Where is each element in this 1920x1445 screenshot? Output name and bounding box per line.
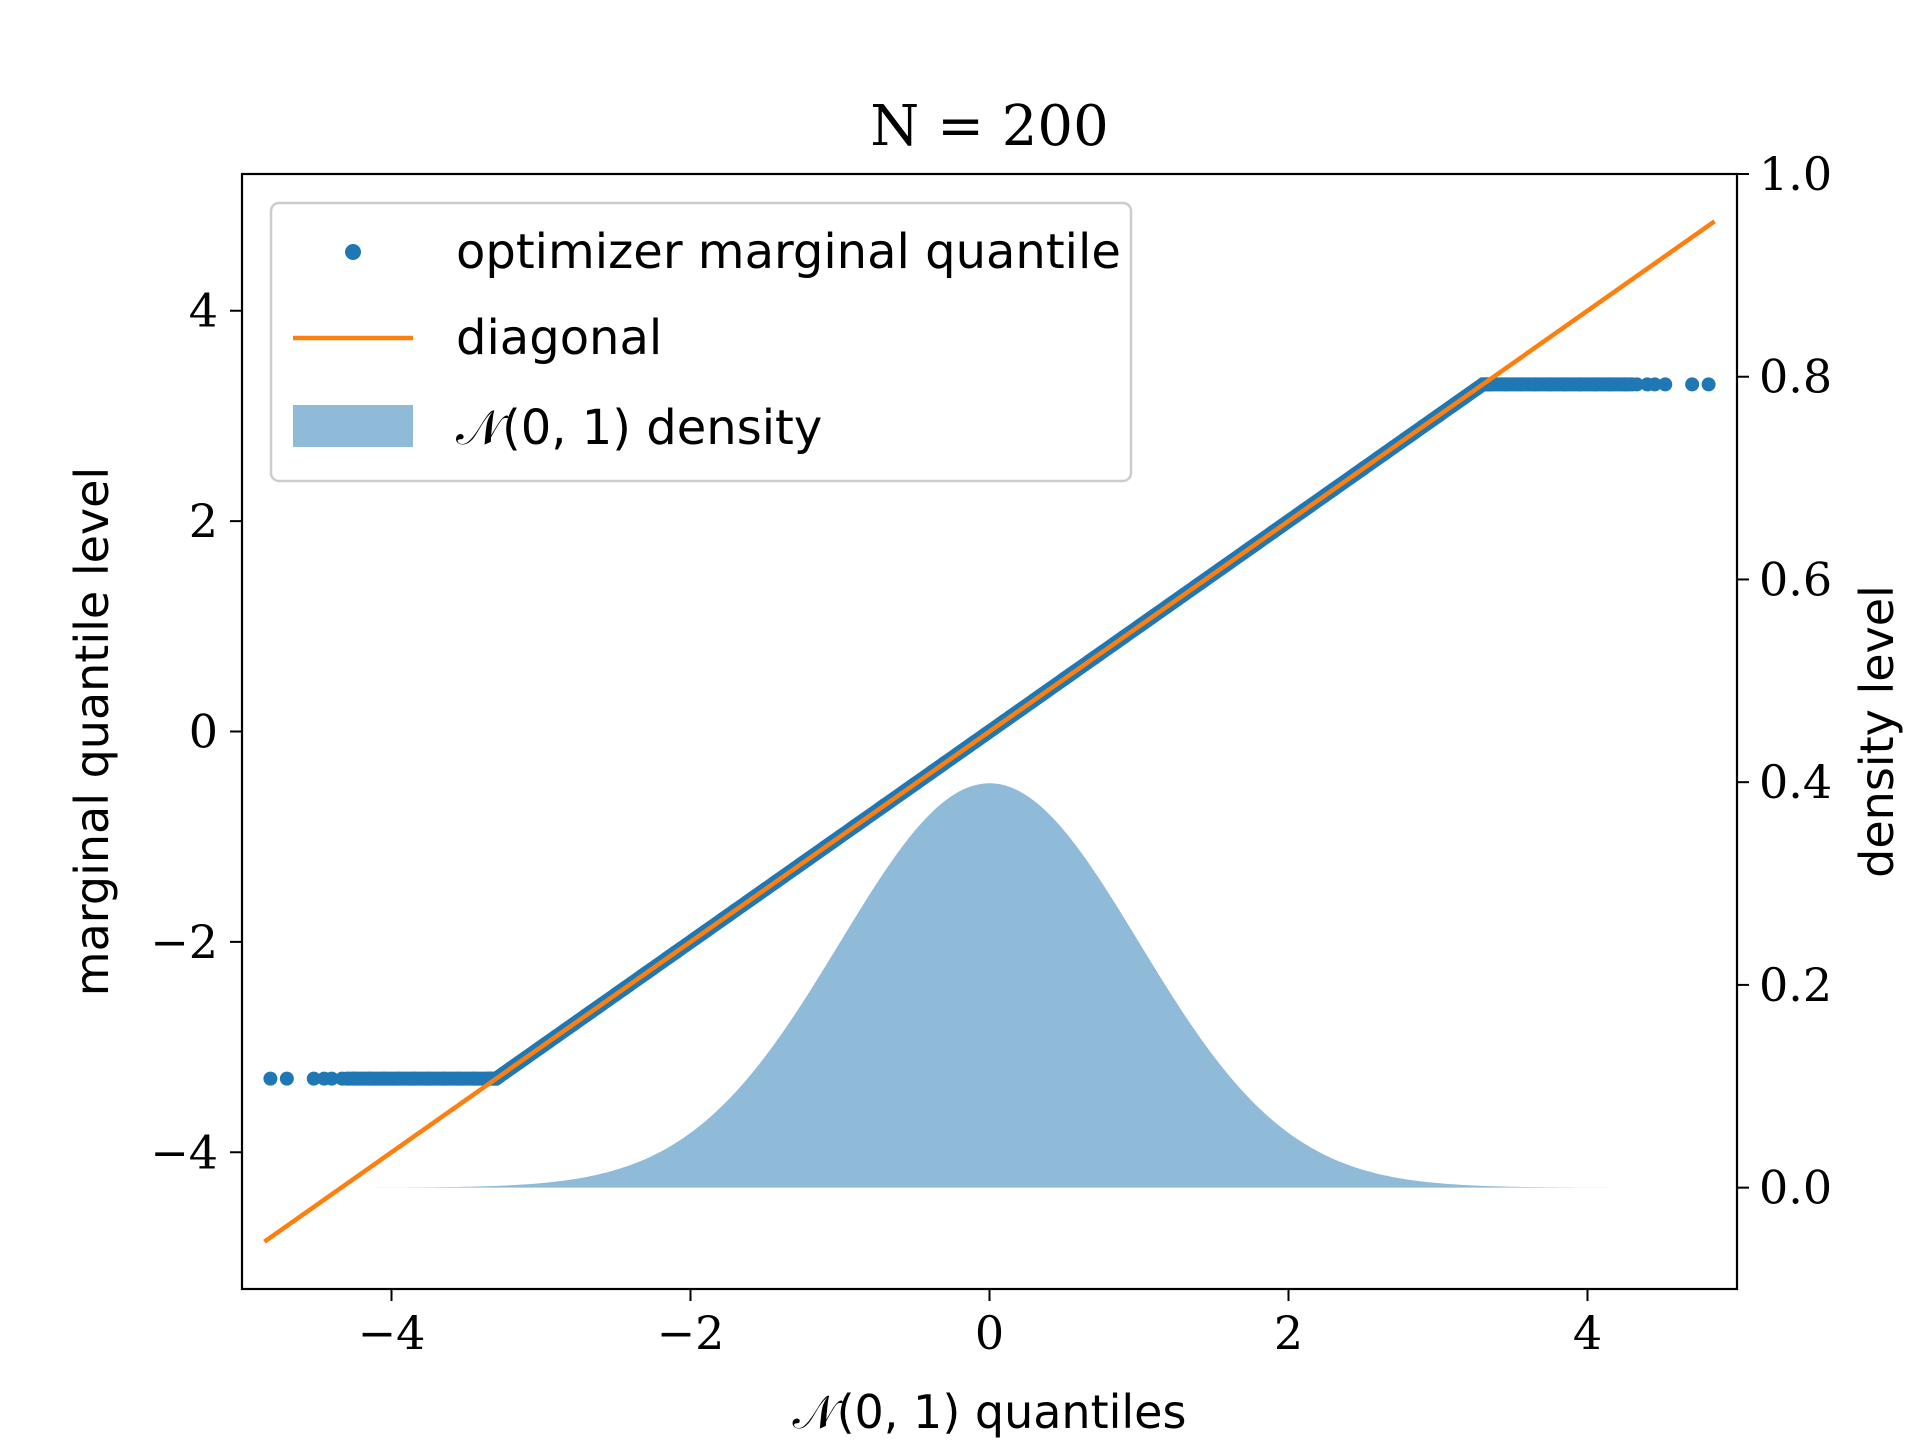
y-axis-label: marginal quantile level [65, 467, 119, 996]
data-point [1602, 377, 1617, 392]
data-point [1558, 377, 1573, 392]
data-point [1647, 377, 1662, 392]
data-point [1685, 377, 1700, 392]
data-point [1498, 377, 1513, 392]
legend-label-density: 𝒩(0, 1) density [456, 400, 822, 456]
data-point [279, 1071, 294, 1086]
y-tick-label: 2 [189, 494, 218, 548]
y2-tick-label: 0.4 [1759, 755, 1832, 809]
y2-tick-label: 0.2 [1759, 958, 1832, 1012]
data-point [263, 1071, 278, 1086]
legend-label-points: optimizer marginal quantile [456, 224, 1121, 280]
data-point [451, 1071, 466, 1086]
data-point [335, 1071, 350, 1086]
y2-tick-label: 0.6 [1759, 552, 1832, 606]
data-point [347, 1071, 362, 1086]
data-point [1658, 377, 1673, 392]
plot-area [263, 219, 1716, 1244]
y2-tick-label: 0.8 [1759, 350, 1832, 404]
data-point [1513, 377, 1528, 392]
legend-marker-points [345, 244, 361, 260]
x-tick-label: 0 [975, 1306, 1004, 1360]
data-point [1528, 377, 1543, 392]
y2-tick-label: 0.0 [1759, 1161, 1832, 1215]
x-tick-label: −2 [657, 1306, 725, 1360]
y-tick-label: −2 [150, 915, 218, 969]
legend: optimizer marginal quantile diagonal 𝒩(0, … [269, 201, 1133, 483]
data-point [1617, 377, 1632, 392]
data-point [362, 1071, 377, 1086]
data-point [306, 1071, 321, 1086]
x-tick-label: 4 [1573, 1306, 1602, 1360]
data-point [1587, 377, 1602, 392]
data-point [391, 1071, 406, 1086]
data-point [1543, 377, 1558, 392]
y2-tick-label: 1.0 [1759, 147, 1832, 201]
x-axis-label: 𝒩(0, 1) quantiles [793, 1385, 1187, 1439]
y-tick-label: 4 [189, 284, 218, 338]
y2-axis-label: density level [1850, 585, 1904, 878]
data-point [324, 1071, 339, 1086]
data-point [406, 1071, 421, 1086]
data-point [421, 1071, 436, 1086]
x-tick-label: −4 [358, 1306, 426, 1360]
data-point [377, 1071, 392, 1086]
data-point [1573, 377, 1588, 392]
data-point [436, 1071, 451, 1086]
diagonal-line [263, 219, 1716, 1244]
data-point [1701, 377, 1716, 392]
y-tick-label: −4 [150, 1125, 218, 1179]
data-point [1629, 377, 1644, 392]
density-area [376, 783, 1633, 1188]
legend-label-diagonal: diagonal [456, 310, 662, 366]
data-point [466, 1071, 481, 1086]
chart-title: N = 200 [870, 94, 1108, 159]
legend-marker-density [293, 405, 413, 447]
y-tick-label: 0 [189, 705, 218, 759]
x-tick-label: 2 [1274, 1306, 1303, 1360]
legend-frame [269, 201, 1133, 483]
